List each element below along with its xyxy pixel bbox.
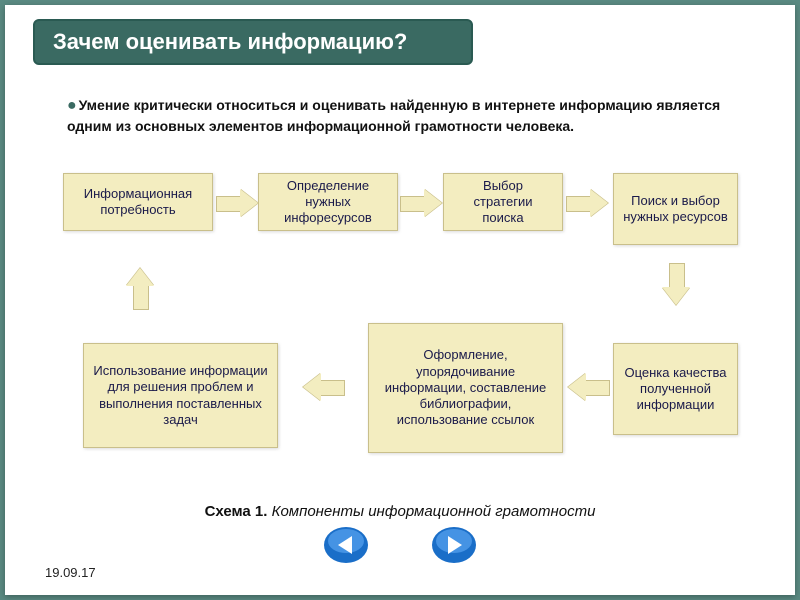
flowchart-arrow-right xyxy=(566,189,608,217)
diagram-caption: Схема 1. Компоненты информационной грамо… xyxy=(5,503,795,520)
flowchart-node: Поиск и выбор нужных ресурсов xyxy=(613,173,738,245)
flowchart-node: Выбор стратегии поиска xyxy=(443,173,563,231)
bullet-icon: ● xyxy=(67,97,77,114)
flowchart-node: Оформление, упорядочивание информации, с… xyxy=(368,323,563,453)
prev-button[interactable] xyxy=(322,525,370,565)
slide-title: Зачем оценивать информацию? xyxy=(33,19,473,65)
caption-bold: Схема 1. xyxy=(205,503,268,520)
flowchart-node: Оценка качества полученной информации xyxy=(613,343,738,435)
next-button[interactable] xyxy=(430,525,478,565)
flowchart-arrow-left xyxy=(568,373,610,401)
flowchart-arrow-up xyxy=(126,268,154,310)
flowchart-arrow-right xyxy=(400,189,442,217)
flowchart-node: Определение нужных инфоресурсов xyxy=(258,173,398,231)
nav-buttons xyxy=(5,525,795,565)
flowchart-arrow-right xyxy=(216,189,258,217)
flowchart-arrow-down xyxy=(662,263,690,305)
slide-page: Зачем оценивать информацию? ●Умение крит… xyxy=(5,5,795,595)
intro-paragraph: ●Умение критически относиться и оцениват… xyxy=(67,95,745,135)
title-text: Зачем оценивать информацию? xyxy=(53,29,407,55)
slide-date: 19.09.17 xyxy=(45,565,96,580)
flowchart-arrow-left xyxy=(303,373,345,401)
flowchart: Информационная потребность Определение ну… xyxy=(33,173,767,503)
flowchart-node: Информационная потребность xyxy=(63,173,213,231)
intro-text: Умение критически относиться и оценивать… xyxy=(67,97,720,134)
caption-italic: Компоненты информационной грамотности xyxy=(267,503,595,520)
flowchart-node: Использование информации для решения про… xyxy=(83,343,278,448)
